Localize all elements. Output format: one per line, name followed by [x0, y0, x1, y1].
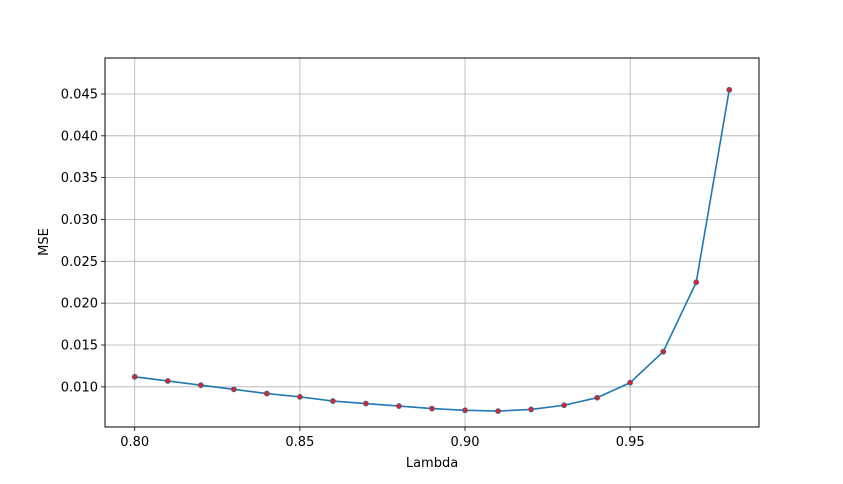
x-tick-label: 0.95 [616, 435, 645, 450]
data-point [363, 400, 369, 407]
data-point [594, 394, 601, 401]
data-point [396, 403, 402, 409]
y-tick-label: 0.040 [61, 129, 98, 144]
axes-frame [104, 57, 760, 428]
y-tick-label: 0.025 [61, 255, 98, 270]
y-tick-label: 0.030 [61, 213, 98, 228]
y-tick-label: 0.035 [61, 171, 98, 186]
data-point [429, 405, 435, 412]
y-axis-ticks: 0.010 0.015 0.020 0.025 0.030 0.035 0.040 0.045 [61, 87, 105, 395]
data-point [230, 386, 237, 393]
data-point [693, 279, 700, 286]
data-point [330, 398, 336, 404]
x-tick-label: 0.85 [285, 435, 314, 450]
data-point [197, 382, 204, 389]
x-tick-label: 0.90 [451, 435, 480, 450]
data-point [164, 378, 171, 384]
data-point [495, 408, 501, 415]
y-tick-label: 0.015 [61, 339, 98, 354]
series [131, 86, 733, 415]
y-tick-label: 0.020 [61, 297, 98, 312]
data-point [296, 393, 303, 400]
x-axis-label: Lambda [406, 456, 458, 471]
y-axis-label: MSE [37, 228, 52, 256]
data-point [627, 379, 634, 386]
grid [105, 58, 759, 427]
data-point [131, 373, 138, 380]
data-point [660, 348, 667, 355]
data-point [462, 407, 468, 414]
x-tick-label: 0.80 [120, 435, 149, 450]
data-point [561, 402, 568, 409]
y-tick-label: 0.010 [61, 380, 98, 395]
x-axis-ticks: 0.80 0.85 0.90 0.95 [120, 427, 645, 450]
data-point [528, 406, 534, 413]
data-point [263, 390, 270, 397]
y-tick-label: 0.045 [61, 87, 98, 102]
data-point [726, 86, 733, 93]
plot-area [105, 58, 759, 427]
